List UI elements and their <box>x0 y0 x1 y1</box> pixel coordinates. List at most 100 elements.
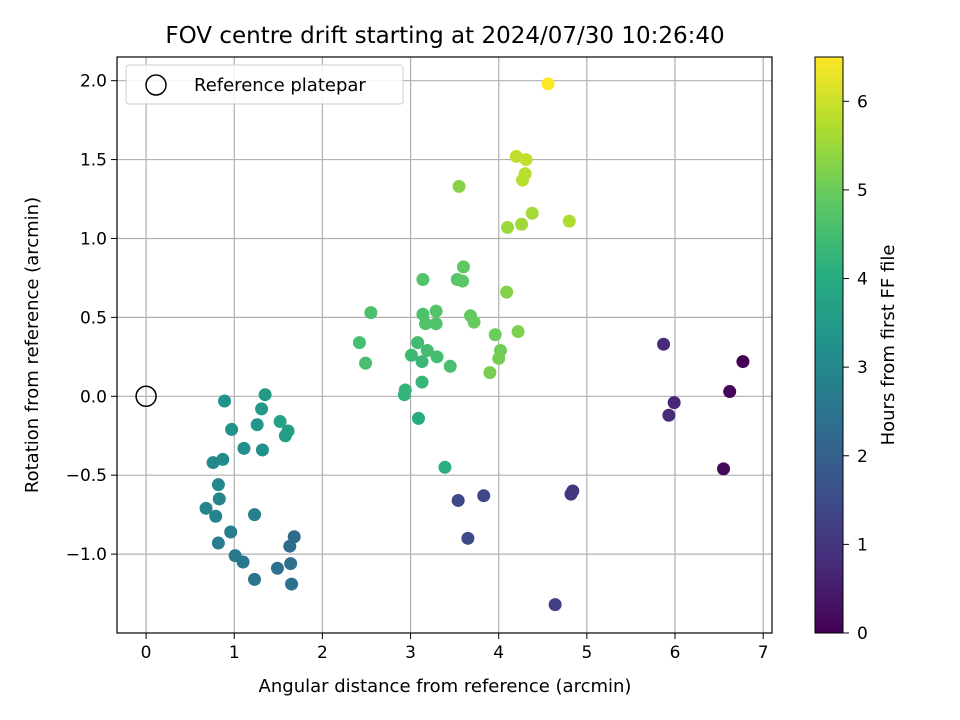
data-point <box>283 539 297 553</box>
data-point <box>278 429 292 443</box>
x-axis-ticks: 0 1 2 3 4 5 6 7 <box>141 633 769 663</box>
data-point <box>452 179 466 193</box>
data-point <box>420 344 434 358</box>
data-point <box>248 572 262 586</box>
y-axis-label: Rotation from reference (arcmin) <box>22 197 43 493</box>
y-tick-label: −1.0 <box>66 545 107 565</box>
colorbar-tick-label: 2 <box>857 447 868 467</box>
data-point <box>258 388 272 402</box>
data-point <box>225 422 239 436</box>
data-point <box>492 351 506 365</box>
data-point <box>443 359 457 373</box>
colorbar-tick-label: 1 <box>857 535 868 555</box>
y-tick-label: −0.5 <box>66 466 107 486</box>
data-point <box>212 492 226 506</box>
data-point <box>501 220 515 234</box>
data-point <box>364 306 378 320</box>
data-point <box>411 411 425 425</box>
x-tick-label: 2 <box>317 643 328 663</box>
colorbar-tick-label: 5 <box>857 181 868 201</box>
data-point <box>461 531 475 545</box>
data-point <box>398 383 412 397</box>
data-point <box>488 328 502 342</box>
data-point <box>467 315 481 329</box>
data-point <box>456 274 470 288</box>
data-point <box>352 336 366 350</box>
data-point <box>209 509 223 523</box>
y-tick-label: 2.0 <box>80 72 107 92</box>
data-point <box>518 167 532 181</box>
legend-entry-reference: Reference platepar <box>194 75 366 96</box>
data-point <box>211 536 225 550</box>
legend-box <box>125 64 404 105</box>
colorbar-gradient <box>814 56 844 634</box>
data-point <box>564 487 578 501</box>
data-point <box>411 336 425 350</box>
reference-platepar-marker <box>135 385 157 408</box>
data-point <box>723 385 737 399</box>
data-point <box>270 561 284 575</box>
data-point <box>218 394 232 408</box>
data-point <box>415 375 429 389</box>
data-point <box>483 366 497 380</box>
colorbar-tick-label: 4 <box>857 270 868 290</box>
data-point <box>273 415 287 429</box>
data-point <box>228 549 242 563</box>
data-point <box>430 350 444 364</box>
data-point <box>359 356 373 370</box>
data-point <box>525 206 539 220</box>
colorbar-ticks: 0 1 2 3 4 5 6 <box>843 92 868 644</box>
x-tick-label: 1 <box>229 643 240 663</box>
data-point <box>429 317 443 331</box>
legend: Reference platepar <box>125 64 404 105</box>
data-point <box>456 260 470 274</box>
data-point <box>285 577 299 591</box>
data-point <box>216 452 230 466</box>
data-point <box>237 441 251 455</box>
y-tick-label: 0.0 <box>80 387 107 407</box>
data-points <box>199 77 750 612</box>
y-axis-ticks: −1.0 −0.5 0.0 0.5 1.0 1.5 2.0 <box>66 72 117 565</box>
data-point <box>500 285 514 299</box>
x-tick-label: 0 <box>141 643 152 663</box>
data-point <box>248 508 262 522</box>
chart-title: FOV centre drift starting at 2024/07/30 … <box>165 23 724 49</box>
grid-lines <box>117 57 772 633</box>
colorbar-tick-label: 6 <box>857 92 868 112</box>
x-tick-label: 4 <box>493 643 504 663</box>
data-point <box>657 337 671 351</box>
data-point <box>199 501 213 515</box>
x-tick-label: 5 <box>581 643 592 663</box>
x-tick-label: 3 <box>405 643 416 663</box>
x-axis-label: Angular distance from reference (arcmin) <box>259 676 632 697</box>
data-point <box>451 493 465 507</box>
colorbar-tick-label: 3 <box>857 358 868 378</box>
data-point <box>250 418 264 432</box>
y-tick-label: 1.5 <box>80 151 107 171</box>
data-point <box>511 325 525 339</box>
data-point <box>717 462 731 476</box>
data-point <box>438 460 452 474</box>
data-point <box>736 355 750 369</box>
legend-reference-marker <box>145 74 167 96</box>
data-point <box>255 443 269 457</box>
data-point <box>419 317 433 331</box>
y-tick-label: 0.5 <box>80 308 107 328</box>
y-tick-label: 1.0 <box>80 229 107 249</box>
colorbar-label: Hours from first FF file <box>878 245 899 446</box>
data-point <box>415 355 429 369</box>
plot-frame <box>116 56 773 634</box>
colorbar-tick-label: 0 <box>857 624 868 644</box>
data-point <box>515 217 529 231</box>
data-point <box>429 304 443 318</box>
data-point <box>404 348 418 362</box>
x-tick-label: 6 <box>670 643 681 663</box>
data-point <box>224 525 238 539</box>
data-point <box>548 598 562 612</box>
data-point <box>541 77 555 91</box>
data-point <box>519 153 533 167</box>
data-point <box>667 396 681 410</box>
data-point <box>211 478 225 492</box>
data-point <box>477 489 491 503</box>
